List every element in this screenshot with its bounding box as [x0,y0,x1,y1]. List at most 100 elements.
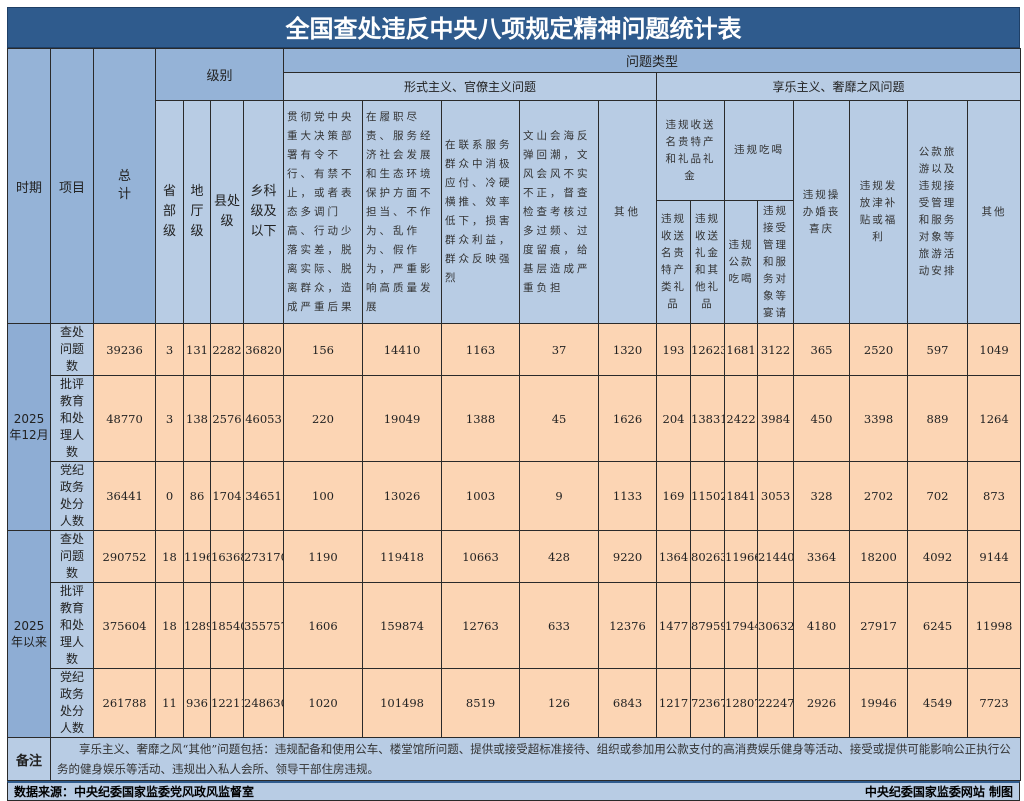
note-label: 备注 [7,737,51,781]
data-cell: 204 [656,375,692,462]
period-label: 2025年12月 [7,323,51,531]
data-cell: 27917 [849,582,909,669]
data-cell: 46053 [242,375,285,462]
header-level-township: 乡科级及以下 [242,100,285,324]
header-formalism-col: 在联系服务群众中消极应付、冷硬横推、效率低下，损害群众利益，群众反映强烈 [441,100,521,324]
data-cell: 19946 [849,668,909,738]
header-total: 总计 [93,48,156,324]
data-source: 数据来源：中央纪委国家监委党风政风监督室 [14,785,255,799]
header-gifts-col: 违规收送礼金和其他礼品 [690,200,726,324]
data-cell: 8519 [441,668,521,738]
data-cell: 9144 [967,530,1022,583]
row-item-label: 批评教育和处理人数 [50,582,94,669]
header-level: 级别 [154,48,285,101]
data-cell: 3984 [757,375,795,462]
data-cell: 1133 [598,461,658,531]
data-cell: 1320 [598,323,658,376]
data-cell: 1049 [967,323,1022,376]
data-cell: 936 [183,668,211,738]
data-cell: 328 [793,461,851,531]
data-cell: 18 [155,530,184,583]
data-cell: 4180 [793,582,851,669]
data-cell: 2926 [793,668,851,738]
header-period: 时期 [7,48,51,324]
data-cell: 1606 [283,582,364,669]
data-cell: 0 [155,461,184,531]
data-cell: 2422 [724,375,759,462]
data-cell: 156 [283,323,364,376]
data-cell: 36820 [242,323,285,376]
header-hedonism-other: 其他 [967,100,1022,324]
data-cell: 1626 [598,375,658,462]
data-cell: 12807 [724,668,759,738]
data-cell: 19049 [362,375,443,462]
footer: 数据来源：中央纪委国家监委党风政风监督室 中央纪委国家监委网站 制图 [7,781,1020,801]
data-cell: 13026 [362,461,443,531]
data-cell: 3398 [849,375,909,462]
data-cell: 633 [519,582,600,669]
data-cell: 39236 [93,323,156,376]
row-item-label: 党纪政务处分人数 [50,668,94,738]
header-level-bureau: 地厅级 [183,100,211,324]
data-cell: 138 [183,375,211,462]
header-level-county: 县处级 [210,100,244,324]
data-cell: 889 [907,375,969,462]
data-cell: 365 [793,323,851,376]
statistics-sheet: 全国查处违反中央八项规定精神问题统计表 时期 项目 总计 级别 问题类型 形式主… [7,7,1022,801]
data-cell: 428 [519,530,600,583]
data-cell: 86 [183,461,211,531]
table-row: 2025年以来查处问题数2907521811961636827317011901… [7,530,1022,738]
data-cell: 1020 [283,668,364,738]
data-cell: 1364 [656,530,692,583]
header-hedonism-col: 公款旅游以及违规接受管理和服务对象等旅游活动安排 [907,100,969,324]
data-cell: 12763 [441,582,521,669]
data-cell: 1003 [441,461,521,531]
data-cell: 1196 [183,530,211,583]
data-cell: 18200 [849,530,909,583]
data-cell: 3364 [793,530,851,583]
data-cell: 126 [519,668,600,738]
data-cell: 45 [519,375,600,462]
data-cell: 4092 [907,530,969,583]
data-cell: 18 [155,582,184,669]
data-cell: 193 [656,323,692,376]
data-cell: 1289 [183,582,211,669]
data-cell: 11502 [690,461,726,531]
data-cell: 6245 [907,582,969,669]
data-cell: 159874 [362,582,443,669]
data-cell: 3 [155,323,184,376]
data-cell: 119418 [362,530,443,583]
header-formalism-col: 在履职尽责、服务经济社会发展和生态环境保护方面不担当、不作为、乱作为、假作为，严… [362,100,443,324]
row-item-label: 党纪政务处分人数 [50,461,94,531]
data-cell: 7723 [967,668,1022,738]
header-problem-type: 问题类型 [283,48,1022,73]
data-cell: 1264 [967,375,1022,462]
data-cell: 37 [519,323,600,376]
data-cell: 355757 [242,582,285,669]
table-row: 批评教育和处理人数3756041812891854035575716061598… [8,582,1022,669]
row-item-label: 查处问题数 [50,530,94,583]
data-cell: 12376 [598,582,658,669]
page-title: 全国查处违反中央八项规定精神问题统计表 [7,7,1020,48]
header-dining-group: 违规吃喝 [724,100,795,201]
table-row: 党纪政务处分人数26178811936122112486301020101498… [8,668,1022,738]
data-cell: 3053 [757,461,795,531]
note-text: 享乐主义、奢靡之风“其他”问题包括：违规配备和使用公车、楼堂馆所问题、提供或接受… [49,737,1022,781]
header-level-province: 省部级 [155,100,184,324]
header-dining-col: 违规公款吃喝 [724,200,759,324]
data-cell: 450 [793,375,851,462]
header-dining-col: 违规接受管理和服务对象等宴请 [757,200,795,324]
data-cell: 375604 [93,582,156,669]
row-item-label: 批评教育和处理人数 [50,375,94,462]
period-label: 2025年以来 [7,530,51,738]
data-cell: 22247 [757,668,795,738]
data-cell: 1704 [210,461,244,531]
data-cell: 4549 [907,668,969,738]
data-cell: 48770 [93,375,156,462]
data-cell: 6843 [598,668,658,738]
data-cell: 273170 [242,530,285,583]
data-cell: 1477 [656,582,692,669]
data-cell: 597 [907,323,969,376]
data-cell: 169 [656,461,692,531]
header-hedonism: 享乐主义、奢靡之风问题 [656,72,1022,101]
